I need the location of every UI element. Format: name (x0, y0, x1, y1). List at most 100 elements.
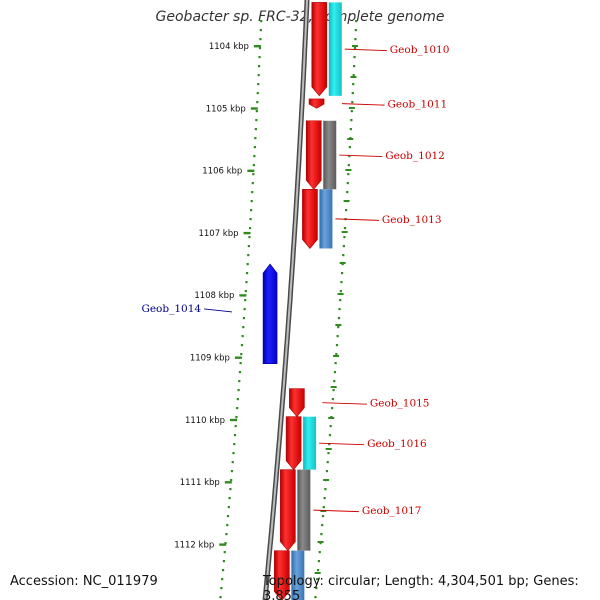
gene-label[interactable]: Geob_1015 (370, 398, 430, 410)
ring-dot (342, 245, 345, 248)
ring-dot (351, 101, 354, 104)
ring-dot (255, 119, 258, 122)
scale-tick-label: 1107 kbp (198, 229, 238, 239)
ring-dot (240, 353, 243, 356)
gene-arrow[interactable] (274, 550, 290, 600)
gene-arrow[interactable] (285, 416, 302, 471)
cog-block (319, 189, 333, 249)
ring-dot (228, 497, 231, 500)
ring-dot (348, 155, 351, 158)
scale-tick-label: 1104 kbp (209, 42, 249, 52)
ring-dot (221, 578, 224, 581)
ring-dot (350, 119, 353, 122)
ring-dash (347, 138, 354, 140)
ring-dot (254, 137, 257, 140)
ring-dot (236, 407, 239, 410)
ring-dot (223, 551, 226, 554)
ring-dot (229, 488, 232, 491)
ring-dot (232, 452, 235, 455)
ring-dot (247, 245, 250, 248)
gene-label-leader (313, 509, 359, 513)
ring-dot (248, 227, 252, 230)
ring-dot (339, 290, 342, 293)
ring-dot (225, 533, 228, 536)
ring-dash (330, 386, 337, 388)
ring-dot (252, 164, 255, 167)
ring-dash (333, 355, 340, 357)
ring-dot (253, 146, 256, 149)
gene-arrow[interactable] (308, 98, 325, 109)
ring-dash (350, 76, 357, 78)
ring-dot (230, 470, 234, 473)
ring-dot (243, 308, 246, 311)
gene-arrow[interactable] (302, 188, 318, 249)
gene-label[interactable]: Geob_1016 (367, 438, 427, 450)
ring-dot (331, 407, 334, 410)
ring-dot (245, 272, 249, 275)
gene-label[interactable]: Geob_1013 (382, 214, 442, 226)
scale-tick-label: 1112 kbp (174, 540, 214, 550)
ring-dot (224, 542, 227, 545)
gene-arrow[interactable] (280, 469, 296, 552)
ring-dot (254, 128, 257, 131)
ring-dash (341, 231, 348, 233)
map-title: Geobacter sp. FRC-32, complete genome (155, 9, 445, 25)
ring-dot (235, 416, 238, 419)
ring-dot (247, 254, 250, 257)
scale-tick-mark (224, 481, 232, 484)
scale-tick-mark (219, 543, 227, 546)
ring-dot (246, 263, 249, 266)
ring-dot (222, 560, 226, 563)
ring-dot (256, 92, 259, 95)
gene-track (262, 2, 328, 600)
gene-label-leader (344, 48, 387, 52)
scale-tick-mark (247, 169, 255, 172)
scale-tick-label: 1106 kbp (202, 167, 242, 177)
ring-dot (338, 308, 341, 311)
ring-dot (259, 38, 262, 41)
ring-dot (343, 227, 347, 230)
gene-label[interactable]: Geob_1014 (141, 303, 201, 315)
ring-dot (353, 65, 356, 68)
ring-dash (328, 417, 335, 419)
scale-tick-label: 1105 kbp (206, 104, 246, 114)
gene-arrow[interactable] (311, 2, 328, 97)
ring-dash (323, 479, 330, 481)
gene-label[interactable]: Geob_1017 (362, 505, 422, 517)
scale-tick-label: 1108 kbp (194, 291, 234, 301)
ring-dot (352, 83, 355, 86)
ring-dot (240, 344, 244, 347)
gene-arrow[interactable] (289, 388, 305, 418)
ring-dot (326, 461, 329, 464)
ring-dot (321, 515, 325, 518)
ring-dot (258, 47, 262, 50)
ring-dot (354, 29, 357, 32)
gene-label[interactable]: Geob_1010 (390, 44, 450, 56)
ring-dot (340, 281, 343, 284)
ring-dash (335, 324, 342, 326)
ring-dot (331, 398, 334, 401)
gene-label[interactable]: Geob_1011 (388, 99, 448, 111)
accession-text: Accession: NC_011979 (10, 574, 158, 589)
ring-dot (255, 110, 258, 113)
cog-block (323, 120, 337, 190)
ring-dot (252, 173, 255, 176)
gene-arrow[interactable] (305, 120, 322, 190)
ring-dot (221, 569, 225, 572)
ring-dot (321, 524, 324, 527)
backbone-highlight (264, 0, 308, 600)
ring-dot (226, 524, 229, 527)
gene-arrow[interactable] (262, 263, 278, 365)
ring-dash (348, 107, 355, 109)
ring-dot (346, 182, 349, 185)
ring-dot (320, 533, 323, 536)
ring-dot (220, 587, 223, 590)
gene-label[interactable]: Geob_1012 (385, 150, 445, 162)
ring-dot (322, 506, 325, 509)
ring-dot (349, 128, 352, 131)
ring-dot (226, 515, 230, 518)
ring-dot (237, 389, 240, 392)
scale-tick-mark (243, 231, 251, 235)
ring-dot (249, 218, 252, 221)
